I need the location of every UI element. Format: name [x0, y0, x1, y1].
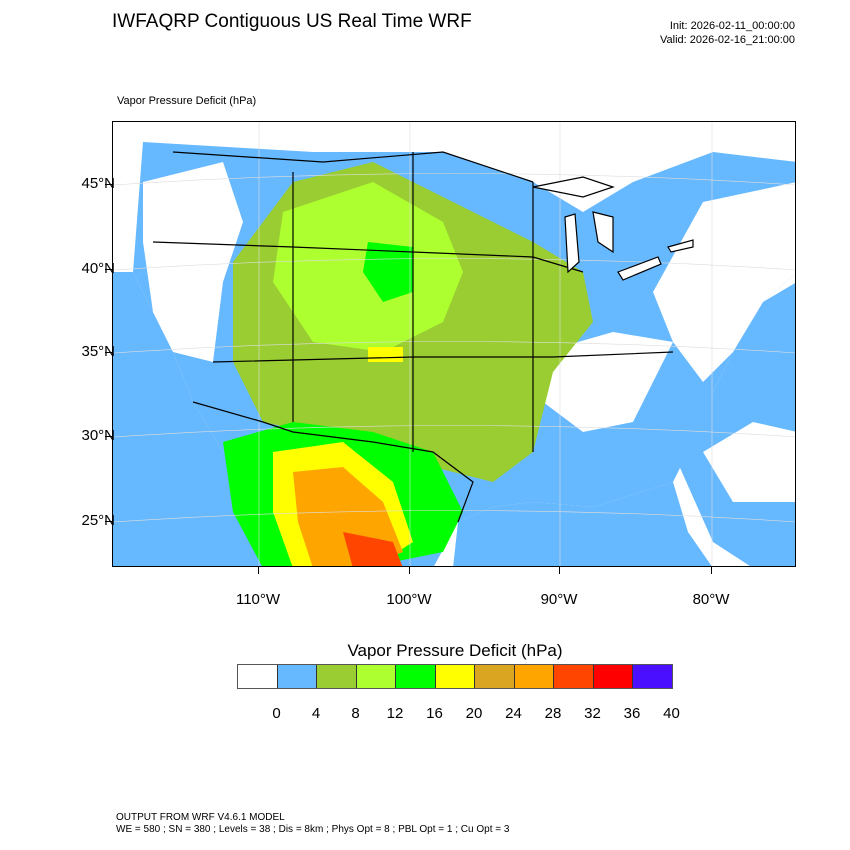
footer-config: WE = 580 ; SN = 380 ; Levels = 38 ; Dis … [116, 824, 510, 835]
colorbar-label: 12 [386, 705, 404, 722]
state-borders [152, 151, 674, 523]
lat-label: 35°N [81, 343, 115, 360]
colorbar-box [514, 665, 554, 688]
colorbar-label: 8 [351, 705, 360, 722]
lon-tick [711, 567, 712, 574]
colorbar-label: 16 [426, 705, 443, 722]
lon-tick [559, 567, 560, 574]
lat-label: 30°N [81, 427, 115, 444]
southeast-white [543, 332, 673, 432]
init-time: Init: 2026-02-11_00:00:00 [669, 20, 795, 32]
colorbar-box [356, 665, 396, 688]
field-subtitle: Vapor Pressure Deficit (hPa) [117, 95, 257, 107]
colorbar-title: Vapor Pressure Deficit (hPa) [347, 641, 563, 660]
colorbar [237, 664, 673, 689]
lon-label: 100°W [386, 591, 432, 608]
valid-time: Valid: 2026-02-16_21:00:00 [660, 34, 795, 46]
great-lakes [532, 176, 694, 281]
colorbar-box [277, 665, 317, 688]
colorado-green [363, 242, 413, 302]
colorbar-box [554, 665, 594, 688]
lat-label: 40°N [81, 260, 115, 277]
colorbar-label: 32 [584, 705, 601, 722]
figure-title: IWFAQRP Contiguous US Real Time WRF [112, 11, 472, 32]
footer-model: OUTPUT FROM WRF V4.6.1 MODEL [116, 812, 285, 823]
lon-tick [409, 567, 410, 574]
nm-yellow [368, 347, 403, 362]
lat-tick [105, 352, 112, 353]
lat-tick [105, 521, 112, 522]
lat-tick [105, 436, 112, 437]
colorbar-label: 40 [663, 705, 680, 722]
graticule [113, 122, 795, 566]
colorbar-box [317, 665, 357, 688]
east-white [653, 182, 795, 382]
colorbar-box [396, 665, 436, 688]
ocean-white-patch [703, 422, 795, 502]
gulf-of-mexico [453, 482, 712, 566]
lat-tick [105, 269, 112, 270]
colorbar-box [435, 665, 475, 688]
colorbar-label: 4 [311, 705, 321, 722]
mexico-red [343, 532, 403, 566]
colorbar-label: 24 [505, 705, 522, 722]
lat-tick [105, 184, 112, 185]
lon-label: 110°W [235, 591, 281, 608]
colorbar-box [475, 665, 515, 688]
lon-label: 90°W [540, 591, 578, 608]
lat-label: 25°N [81, 512, 115, 529]
west-white [143, 162, 243, 362]
colorbar-box [633, 665, 672, 688]
lon-label: 80°W [692, 591, 730, 608]
colorbar-label: 36 [623, 705, 641, 722]
colorbar-label: 20 [465, 705, 483, 722]
colorbar-label: 28 [544, 705, 562, 722]
lon-tick [258, 567, 259, 574]
lat-label: 45°N [81, 175, 115, 192]
vpd-map [112, 121, 796, 567]
map-canvas [113, 122, 795, 566]
colorbar-box [238, 665, 278, 688]
colorbar-box [593, 665, 633, 688]
colorbar-label: 0 [272, 705, 281, 722]
